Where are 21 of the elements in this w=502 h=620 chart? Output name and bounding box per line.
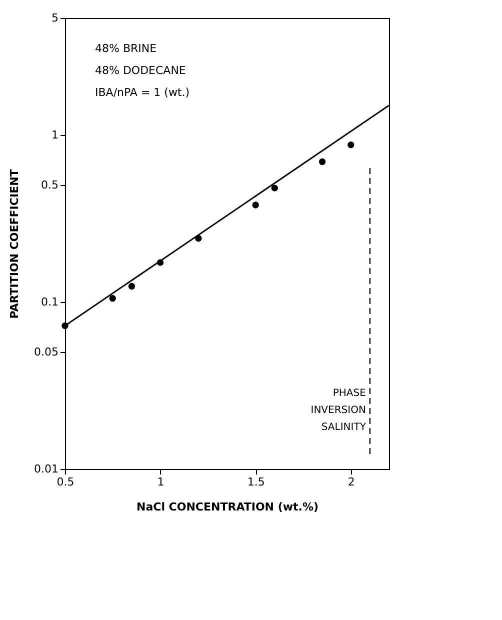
y-tick-label: 5 — [52, 12, 58, 24]
x-axis-title: NaCl CONCENTRATION (wt.%) — [136, 500, 319, 514]
y-axis-title: PARTITION COEFFICIENT — [8, 168, 22, 319]
y-tick-label: 0.1 — [41, 295, 58, 308]
point — [348, 142, 354, 148]
point — [318, 158, 326, 166]
y-tick-label: 0.01 — [34, 462, 58, 476]
ref-line-label: PHASE INVERSION SALINITY — [310, 388, 367, 433]
annotation: 48% BRINE — [95, 42, 157, 55]
x-tick-label: 1 — [157, 476, 164, 488]
y-tick-label: 1 — [52, 128, 58, 142]
y-tick-label: 0.05 — [34, 346, 58, 359]
point — [252, 202, 259, 208]
x-tick-label: 1.5 — [247, 476, 265, 488]
x-tick-label: 2 — [348, 476, 355, 488]
point — [109, 295, 116, 302]
annotation: 48% DODECANE — [95, 64, 186, 77]
annotation: IBA/nPA = 1 (wt.) — [95, 86, 190, 99]
point — [271, 184, 278, 192]
point — [128, 282, 136, 290]
y-tick-label: 0.5 — [41, 178, 58, 192]
